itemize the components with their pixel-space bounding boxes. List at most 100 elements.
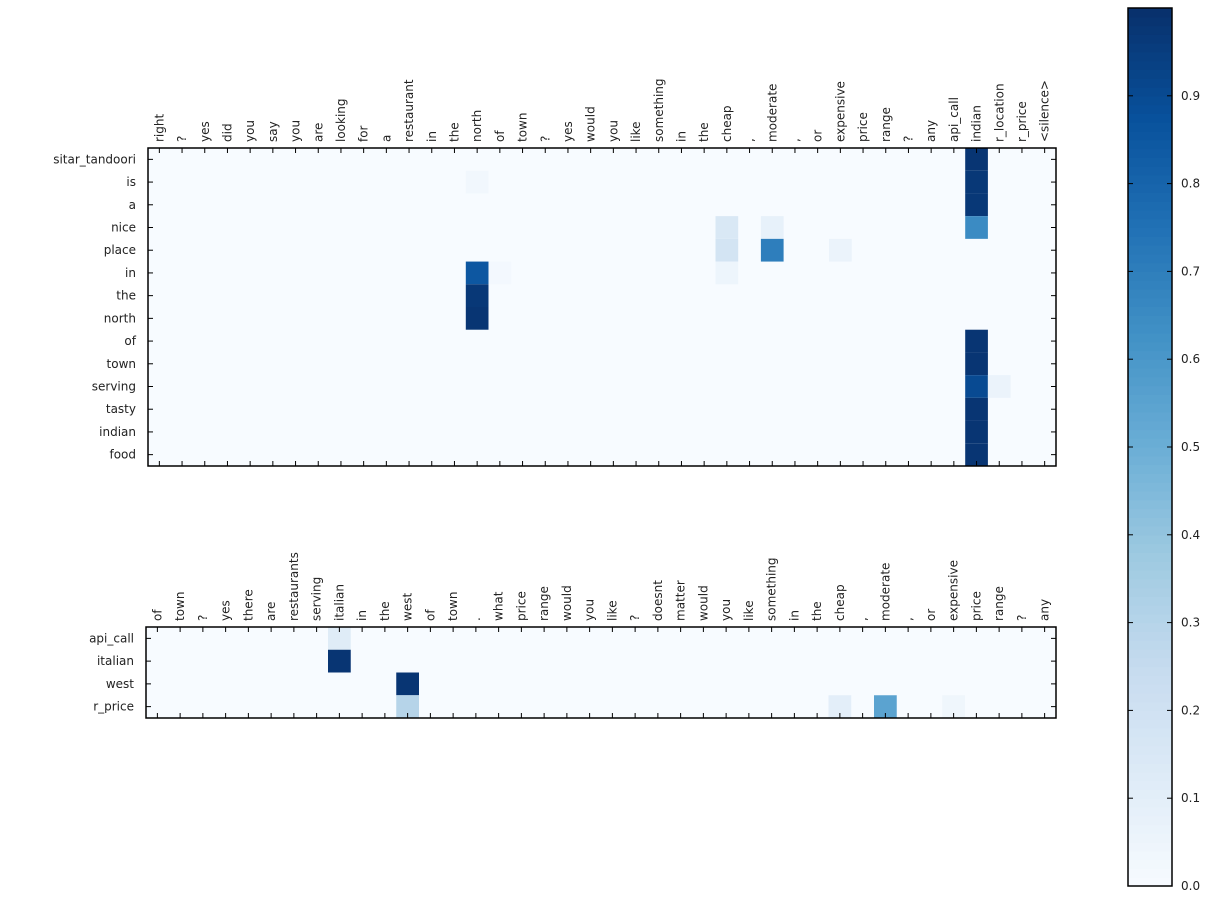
x-tick-label-bottom-31: ,	[856, 617, 870, 621]
heatmap-background-top	[148, 148, 1056, 466]
colorbar-segment-52	[1128, 420, 1172, 431]
x-tick-label-bottom-17: range	[537, 586, 551, 621]
x-tick-label-bottom-16: price	[514, 591, 528, 621]
colorbar-segment-44	[1128, 490, 1172, 501]
colorbar-segment-85	[1128, 130, 1172, 141]
colorbar-segment-66	[1128, 297, 1172, 308]
colorbar-segment-41	[1128, 517, 1172, 527]
colorbar-segment-88	[1128, 104, 1172, 114]
x-tick-label-top-13: the	[447, 122, 461, 142]
colorbar-segment-37	[1128, 552, 1172, 562]
x-tick-label-top-18: yes	[561, 121, 575, 142]
x-tick-label-top-37: r_location	[992, 83, 1006, 142]
colorbar-segment-43	[1128, 499, 1172, 510]
x-tick-label-top-8: looking	[334, 98, 348, 142]
colorbar-segment-11	[1128, 780, 1172, 791]
y-tick-label-bottom-2: west	[106, 677, 134, 691]
heatmap-frame-bottom	[145, 626, 1057, 719]
x-tick-label-top-39: <silence>	[1038, 80, 1052, 142]
colorbar-segment-79	[1128, 183, 1172, 193]
colorbar-segment-42	[1128, 508, 1172, 518]
heatmap-cell-top-4	[715, 216, 739, 239]
heatmap-cell-top-17	[965, 375, 988, 398]
colorbar-segment-10	[1128, 789, 1172, 799]
colorbar-segment-92	[1128, 69, 1172, 79]
x-tick-label-bottom-27: something	[765, 557, 779, 621]
x-tick-label-bottom-37: range	[992, 586, 1006, 621]
x-tick-label-top-1: ?	[175, 136, 189, 142]
x-tick-label-top-29: or	[811, 130, 825, 142]
colorbar-segment-5	[1128, 833, 1172, 843]
colorbar-tick-label-2: 0.2	[1181, 703, 1200, 717]
x-tick-label-top-11: restaurant	[402, 79, 416, 142]
x-tick-label-top-36: indian	[970, 105, 984, 142]
x-tick-label-bottom-1: town	[173, 592, 187, 621]
colorbar-segment-89	[1128, 95, 1172, 106]
x-tick-label-top-17: ?	[538, 136, 552, 142]
x-tick-label-bottom-3: yes	[219, 600, 233, 621]
y-tick-label-top-7: north	[104, 311, 136, 325]
x-tick-label-bottom-9: in	[355, 610, 369, 621]
colorbar-segment-94	[1128, 51, 1172, 62]
colorbar-segment-86	[1128, 122, 1172, 132]
x-tick-label-top-19: would	[584, 106, 598, 142]
colorbar-segment-69	[1128, 271, 1172, 281]
colorbar-segment-81	[1128, 166, 1172, 176]
colorbar-segment-97	[1128, 25, 1172, 35]
x-tick-label-bottom-28: in	[787, 610, 801, 621]
colorbar-segment-50	[1128, 438, 1172, 448]
heatmap-cell-top-11	[488, 261, 512, 285]
colorbar-segment-80	[1128, 174, 1172, 185]
x-tick-label-top-4: you	[243, 120, 257, 142]
x-tick-label-bottom-14: .	[469, 617, 483, 621]
colorbar-tick-label-9: 0.9	[1181, 89, 1200, 103]
heatmap-cell-top-12	[715, 261, 739, 285]
x-tick-label-bottom-29: the	[810, 601, 824, 621]
colorbar-segment-13	[1128, 763, 1172, 773]
colorbar-segment-3	[1128, 850, 1172, 861]
colorbar-segment-2	[1128, 859, 1172, 870]
colorbar-segment-9	[1128, 798, 1172, 808]
heatmap-cell-top-5	[760, 216, 784, 239]
x-tick-label-bottom-7: serving	[310, 577, 324, 621]
colorbar-segment-58	[1128, 367, 1172, 378]
colorbar-segment-71	[1128, 253, 1172, 264]
colorbar-segment-6	[1128, 824, 1172, 834]
colorbar-segment-57	[1128, 376, 1172, 387]
colorbar-segment-26	[1128, 648, 1172, 659]
colorbar-segment-82	[1128, 157, 1172, 167]
colorbar-segment-20	[1128, 701, 1172, 711]
y-tick-label-top-11: tasty	[106, 402, 136, 416]
heatmap-frame-top	[147, 147, 1057, 467]
colorbar-segment-76	[1128, 209, 1172, 220]
x-tick-label-bottom-35: expensive	[947, 560, 961, 621]
colorbar-segment-30	[1128, 613, 1172, 624]
colorbar-segment-72	[1128, 245, 1172, 255]
colorbar-segment-87	[1128, 113, 1172, 123]
colorbar-tick-label-0: 0.0	[1181, 879, 1200, 893]
x-tick-label-top-0: right	[152, 114, 166, 142]
colorbar-segment-73	[1128, 236, 1172, 246]
colorbar-segment-25	[1128, 657, 1172, 668]
x-tick-label-bottom-0: of	[150, 609, 164, 621]
x-tick-label-bottom-36: price	[969, 591, 983, 621]
x-tick-label-top-10: a	[379, 135, 393, 142]
x-tick-label-top-2: yes	[198, 121, 212, 142]
x-tick-label-bottom-20: like	[605, 600, 619, 621]
y-tick-label-bottom-3: r_price	[93, 700, 134, 714]
heatmap-cell-top-9	[829, 238, 852, 262]
heatmap-bottom: of town? yes there are restaurants serving ital…	[89, 552, 1057, 719]
x-tick-label-bottom-24: would	[696, 585, 710, 621]
colorbar: 0.0 0.1 0.2 0.3 0.4 0.5 0.6 0.7 0.8 0.9	[1127, 7, 1200, 893]
y-tick-label-top-12: indian	[99, 425, 136, 439]
x-tick-label-bottom-10: the	[378, 601, 392, 621]
x-tick-label-bottom-34: or	[924, 609, 938, 621]
colorbar-segment-45	[1128, 482, 1172, 492]
colorbar-segment-53	[1128, 411, 1172, 422]
x-tick-label-top-22: something	[652, 78, 666, 142]
x-tick-label-top-12: in	[425, 131, 439, 142]
x-tick-label-bottom-25: you	[719, 599, 733, 621]
heatmap-cell-bottom-0	[328, 627, 351, 650]
colorbar-segment-27	[1128, 640, 1172, 650]
y-tick-label-top-9: town	[107, 357, 136, 371]
